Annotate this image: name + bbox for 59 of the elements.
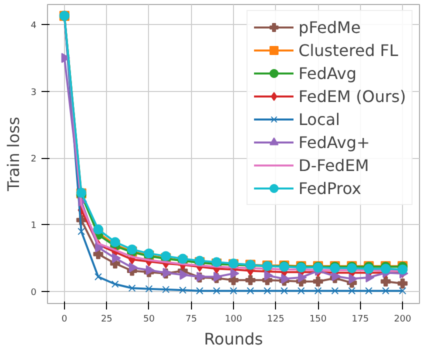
point (264, 287, 271, 294)
point (298, 272, 307, 282)
point (95, 242, 104, 252)
legend-label: FedProx (298, 178, 362, 198)
legend-label: FedEM (Ours) (298, 86, 406, 106)
point (110, 237, 120, 248)
point (331, 287, 339, 294)
point (280, 287, 288, 294)
point (245, 275, 256, 286)
point (365, 287, 372, 294)
point (297, 287, 305, 294)
x-tick-label: 100 (224, 314, 242, 324)
point (230, 268, 240, 278)
point (380, 276, 391, 286)
point (94, 273, 102, 280)
point (162, 286, 170, 294)
legend-label: Local (298, 110, 340, 128)
point (246, 287, 254, 294)
y-tick-label: 0 (30, 288, 37, 298)
point (78, 228, 85, 236)
y-tick-label: 4 (30, 21, 37, 32)
x-axis-title: Rounds (204, 330, 263, 348)
point (180, 270, 188, 280)
point (128, 284, 136, 292)
y-tick-label: 2 (30, 154, 37, 165)
y-tick-label: 1 (30, 221, 37, 232)
point (348, 287, 356, 294)
point (112, 253, 121, 264)
point (348, 274, 358, 284)
point (145, 285, 153, 292)
point (128, 262, 138, 272)
x-tick-label: 150 (309, 314, 327, 324)
x-tick-label: 125 (267, 314, 284, 324)
point (398, 264, 408, 274)
x-tick-label: 200 (394, 314, 412, 324)
point (398, 287, 406, 294)
point (398, 278, 408, 288)
point (212, 287, 220, 294)
y-tick-label: 3 (30, 88, 37, 98)
point (313, 276, 324, 286)
x-tick-label: 0 (62, 314, 68, 324)
point (264, 270, 274, 280)
point (382, 287, 390, 294)
point (111, 280, 119, 288)
legend-label: pFedMe (298, 18, 361, 36)
point (314, 287, 322, 294)
x-tick-label: 50 (143, 314, 155, 324)
x-tick-label: 25 (100, 314, 112, 324)
y-axis-title: Train loss (4, 116, 23, 192)
point (93, 224, 104, 234)
x-tick-label: 75 (186, 314, 197, 324)
legend-label: FedAvg+ (298, 132, 370, 152)
x-tick-label: 175 (352, 314, 369, 324)
point (179, 286, 186, 294)
legend-label: Clustered FL (298, 40, 398, 60)
legend-label: FedAvg (298, 64, 356, 82)
point (230, 287, 238, 294)
point (196, 287, 204, 294)
legend-label: D-FedEM (298, 156, 369, 174)
